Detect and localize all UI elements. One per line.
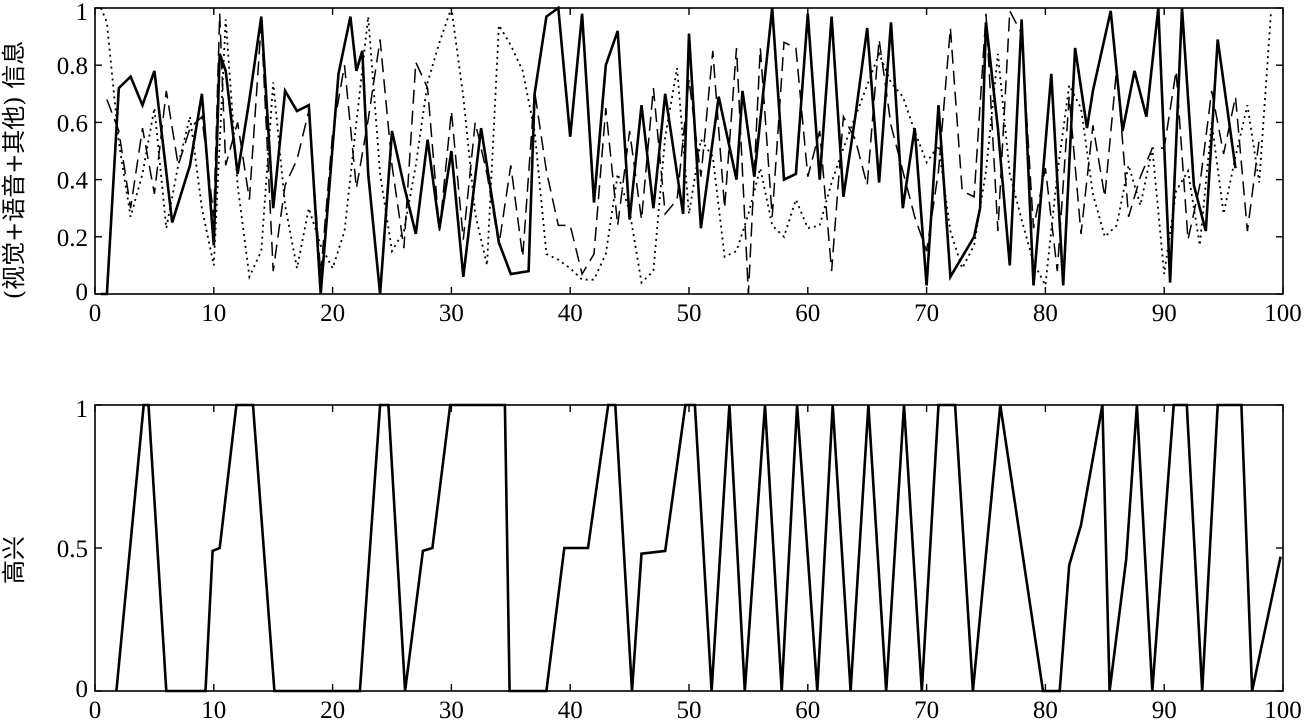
x-tick-label: 30: [439, 300, 464, 327]
y-tick-label: 0.2: [57, 225, 88, 252]
x-tick-label: 40: [558, 300, 583, 327]
x-tick-label: 30: [439, 697, 464, 724]
top-panel: 0 10 20 30 40 50 60 70 80 90 100 0 0.2 0.4 0.6 0.8 1 (视觉+…: [0, 0, 1302, 327]
x-tick-label: 0: [89, 300, 102, 327]
x-tick-label: 80: [1033, 300, 1058, 327]
x-tick-label: 60: [795, 697, 820, 724]
x-tick-label: 100: [1264, 300, 1302, 327]
series-line-solid: [100, 6, 1237, 296]
y-tick-label: 0.5: [57, 536, 88, 563]
y-tick-label: 1: [76, 0, 89, 26]
x-tick-label: 90: [1152, 697, 1177, 724]
x-tick-label: 0: [89, 697, 102, 724]
x-tick-label: 70: [914, 697, 939, 724]
x-tick-label: 60: [795, 300, 820, 327]
x-tick-label: 10: [201, 697, 226, 724]
x-tick-label: 10: [201, 300, 226, 327]
y-tick-label: 0.6: [57, 110, 88, 137]
x-tick-label: 20: [320, 300, 345, 327]
series-line-dotted: [100, 7, 1272, 289]
x-tick-label: 80: [1033, 697, 1058, 724]
x-tick-label: 40: [558, 697, 583, 724]
y-tick-label: 0.4: [57, 168, 89, 195]
x-tick-label: 100: [1264, 697, 1302, 724]
x-tick-label: 70: [914, 300, 939, 327]
series-line-solid: [115, 403, 1282, 693]
x-tick-label: 90: [1152, 300, 1177, 327]
y-tick-label: 1: [76, 396, 89, 423]
y-tick-label: 0.8: [57, 53, 88, 80]
y-axis-label: 高兴: [0, 536, 28, 584]
y-axis-label: (视觉+语音+其他) 信息: [0, 41, 28, 300]
bottom-panel: 0 10 20 30 40 50 60 70 80 90 100 0 0.5 1 高兴: [0, 396, 1302, 724]
y-tick-label: 0: [76, 676, 89, 703]
x-tick-label: 50: [677, 697, 702, 724]
y-tick-label: 0: [76, 279, 89, 306]
x-tick-label: 50: [677, 300, 702, 327]
x-tick-label: 20: [320, 697, 345, 724]
